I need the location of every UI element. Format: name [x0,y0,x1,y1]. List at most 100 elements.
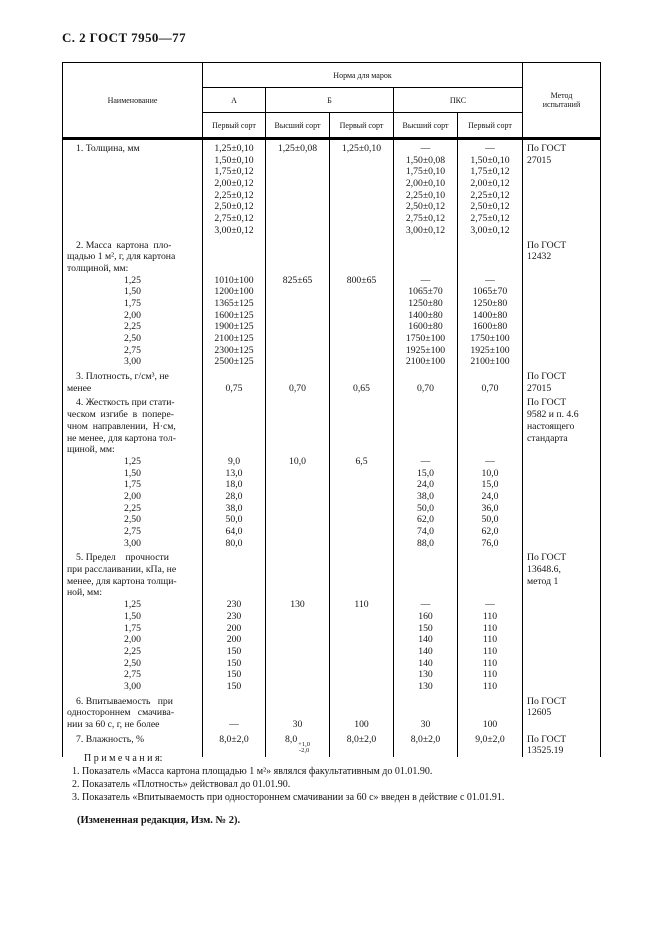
header-row-groups: Наименование Норма для марок Метод испыт… [62,62,601,140]
tolerance-sup-sub: +1,0 -2,0 [298,740,310,755]
value-cell-pks-first: 100 [457,692,523,731]
standards-table: Наименование Норма для марок Метод испыт… [62,62,601,758]
param-name-cell: 6. Впитываемость при одностороннем смачив… [62,692,203,731]
table-text-line: 1,25±0,10 [341,143,382,154]
value-cell-a-first: 1,25±0,10 1,50±0,10 1,75±0,12 2,00±0,12 2,25… [202,138,266,237]
table-text-line: менее, для картона толщи- [67,575,177,587]
table-text-line: 1925±100 [470,344,510,356]
table-text-line: 1600±80 [408,321,443,333]
table-text-line [203,444,265,456]
table-text-line [203,263,265,275]
table-row: 1. Толщина, мм 1,25±0,10 1,50±0,10 1,75±0,1… [62,138,601,237]
table-text-line: 1,75 [124,479,141,491]
table-text-line: 3,00±0,12 [214,224,254,236]
table-text-line: 2,25 [124,645,141,657]
table-text-line: По ГОСТ [527,239,567,251]
method-cell: По ГОСТ 27015 [522,138,601,237]
value-cell-pks-highest: —1,50±0,08 1,75±0,10 2,00±0,10 2,25±0,10 2,5… [393,138,458,237]
table-text-line [266,263,329,275]
table-text-line: По ГОСТ [527,695,567,707]
table-text-line [330,696,393,708]
table-text-line: По ГОСТ [527,371,567,383]
table-text-line: 2,50±0,12 [470,201,510,213]
table-text-line: 74,0 [417,526,434,537]
table-text-line: 3. Плотность, г/см³, не [76,371,169,383]
value-cell-b-highest: 130 [265,549,330,693]
table-text-line: при расслаивании, кПа, не [67,564,177,576]
table-text-line: 2,25±0,10 [405,189,446,201]
value-cell-pks-first: —1,50±0,10 1,75±0,12 2,00±0,12 2,25±0,12 2,5… [457,138,523,237]
table-text-line: 130 [290,599,305,611]
table-text-line [330,707,393,719]
table-text-line: — [420,274,431,286]
table-text-line: 50,0 [417,502,434,514]
table-text-line: 0,65 [353,382,370,394]
table-text-line: 110 [482,680,498,692]
table-text-line: 88,0 [417,537,434,549]
table-text-line: 2,00 [124,309,141,321]
param-name-cell: 3. Плотность, г/см³, не менее [62,368,203,395]
table-text-line: 50,0 [225,514,243,526]
table-text-line [266,707,329,719]
table-text-line: 1,50±0,10 [214,154,254,166]
table-text-line: 27015 [527,154,552,166]
notes-title: П р и м е ч а н и я: [84,753,163,764]
table-text-line [330,444,393,456]
table-text-line: 110 [482,657,498,669]
col-header-b-highest-grade: Высший сорт [265,112,330,140]
table-text-line: 1250±80 [472,297,508,309]
table-text-line: 38,0 [417,490,434,502]
method-cell: По ГОСТ 12432 [522,236,601,369]
table-text-line: 2,75±0,12 [470,213,510,225]
table-text-line [330,397,393,409]
table-text-line: 1750±100 [470,333,510,344]
table-text-line: 8,0±2,0 [219,733,249,745]
table-text-line: 28,0 [225,490,243,502]
table-text-line: 15,0 [417,467,434,479]
table-text-line [458,707,522,719]
table-text-line [394,552,457,564]
value-cell-pks-first: 9,0±2,0 [457,730,523,758]
amendment-note: (Измененная редакция, Изм. № 2). [77,814,241,826]
table-text-line: По ГОСТ [527,733,567,745]
tolerance-value: 8,0 +1,0 -2,0 [285,733,310,755]
table-text-line: 1,75±0,12 [470,166,510,178]
table-text-line: 1,50 [124,467,141,479]
col-header-method: Метод испытаний [522,62,601,140]
table-text-line [266,409,329,421]
table-text-line [203,421,265,433]
table-text-line: 62,0 [417,514,434,526]
table-text-line: 8,0±2,0 [410,733,441,745]
table-text-line [330,587,393,599]
value-cell-pks-first: —1065±70 1250±80 1400±80 1600±80 1750±100 192… [457,236,523,369]
table-text-line: 1,25 [124,274,141,286]
table-text-line: 2,00±0,12 [214,178,254,190]
table-text-line [458,251,522,263]
table-text-line: настоящего [527,420,575,432]
table-text-line: 140 [418,657,433,669]
table-text-line: 825±65 [282,274,313,286]
table-text-line: По ГОСТ [527,397,567,409]
table-header: Наименование Норма для марок Метод испыт… [62,62,601,140]
value-cell-pks-highest: 8,0±2,0 [393,730,458,758]
table-text-line: 13525.19 [527,745,564,757]
table-text-line: 12432 [527,251,552,263]
table-text-line: 10,0 [289,455,306,467]
table-text-line: По ГОСТ [527,552,567,564]
table-text-line: 1600±125 [214,309,254,321]
table-text-line: 2,75 [124,526,141,537]
table-text-line [266,552,329,564]
table-text-line: 140 [418,634,433,646]
table-text-line: 1200±100 [214,286,254,298]
table-text-line: 3,00 [124,356,141,368]
table-text-line [458,444,522,456]
table-text-line: 1,50±0,10 [470,154,510,166]
table-text-line: 130 [418,680,433,692]
table-row: 4. Жесткость при стати-ческом изгибе в п… [62,394,601,550]
table-text-line: 64,0 [225,526,243,537]
table-text-line: 110 [482,669,498,681]
table-text-line: 2,25 [124,502,141,514]
table-text-line [394,576,457,588]
table-text-line: — [420,599,431,611]
